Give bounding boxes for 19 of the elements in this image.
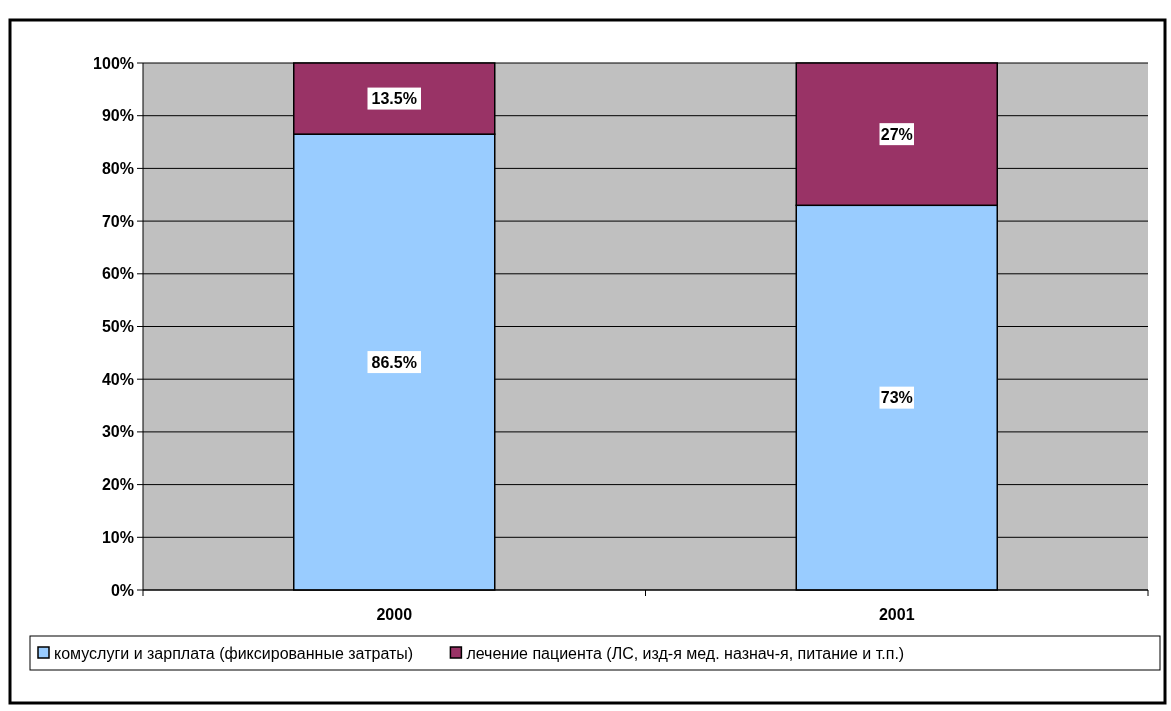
y-tick-label: 100% [93,54,134,72]
legend-label: комуслуги и зарплата (фиксированные затраты) [54,644,414,662]
x-tick-label: 2000 [376,606,413,623]
y-tick-label: 20% [101,476,134,494]
data-label: 27% [880,125,913,143]
y-tick-label: 80% [101,159,134,177]
y-tick-label: 10% [101,528,134,546]
x-tick-label: 2001 [878,606,915,623]
y-tick-label: 50% [101,318,134,335]
y-tick-label: 30% [101,423,134,441]
legend-label: лечение пациента (ЛС, изд-я мед. назнач-я, питание и т.п.) [466,644,905,662]
data-label: 73% [880,389,913,407]
data-label: 86.5% [371,353,417,371]
data-label: 13.5% [371,90,417,108]
y-tick-label: 40% [101,370,134,388]
y-tick-label: 0% [110,581,134,599]
y-tick-label: 70% [101,212,134,230]
y-tick-label: 60% [101,265,134,283]
y-tick-label: 90% [101,107,134,125]
